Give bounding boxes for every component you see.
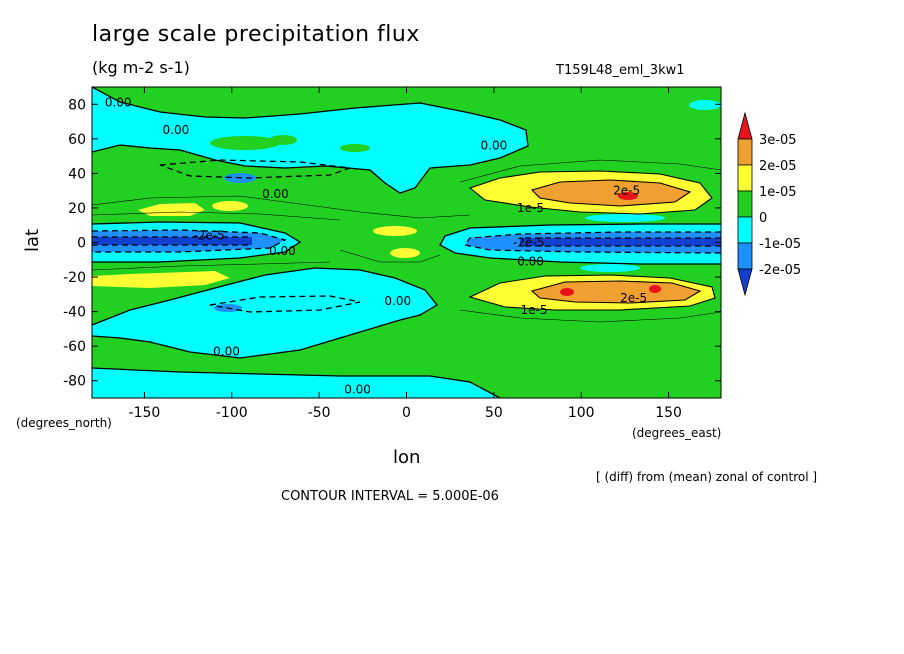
contour-label: 0.00 xyxy=(269,244,296,258)
contour-label: 2e-5 xyxy=(620,291,647,305)
contour-label: 0.00 xyxy=(105,96,132,110)
y-tick-label: -40 xyxy=(63,305,86,321)
yellow-patch-west-3 xyxy=(92,271,230,288)
colorbar: 3e-05 2e-05 1e-05 0 -1e-05 -2e-05 xyxy=(737,111,801,297)
contour-label: -2e-5 xyxy=(193,229,224,243)
orange-north-max xyxy=(532,180,690,206)
green-island-2 xyxy=(269,135,297,145)
cyan-patch-sx xyxy=(580,264,640,272)
contour-label: -2e-5 xyxy=(513,236,544,250)
red-north-core xyxy=(618,192,638,200)
x-tick-label: 50 xyxy=(485,405,503,421)
colorbar-bin xyxy=(737,164,753,192)
x-tick-label: 100 xyxy=(568,405,595,421)
thin-contours xyxy=(92,159,721,323)
contour-label: 0.00 xyxy=(163,123,190,137)
colorbar-bin xyxy=(737,138,753,166)
y-axis-label: lat xyxy=(22,228,43,252)
chart-units: (kg m-2 s-1) xyxy=(92,58,190,77)
chart-title: large scale precipitation flux xyxy=(92,22,420,47)
contour-label: 1e-5 xyxy=(517,201,544,215)
colorbar-label: 0 xyxy=(759,211,767,226)
x-tick-label: -150 xyxy=(129,405,161,421)
contour-labels: 0.00 0.00 0.00 0.00 0.00 0.00 0.00 0.00 0.00 2e-5… xyxy=(105,96,647,397)
y-tick-label: 40 xyxy=(68,166,86,182)
y-tick-label: 60 xyxy=(68,132,86,148)
y-tick-label: 80 xyxy=(68,97,86,113)
yellow-patch-west-2 xyxy=(212,201,248,211)
y-tick-label: -60 xyxy=(63,339,86,355)
x-tick-label: 0 xyxy=(402,405,411,421)
y-tick-label: -80 xyxy=(63,374,86,390)
difference-note: [ (diff) from (mean) zonal of control ] xyxy=(596,470,818,484)
green-island-3 xyxy=(340,144,370,152)
zero-contours xyxy=(92,87,721,398)
contour-label: 0.00 xyxy=(481,139,508,153)
colorbar-bin xyxy=(737,111,753,140)
y-tick-label: 20 xyxy=(68,201,86,217)
red-south-core-1 xyxy=(560,288,574,296)
yellow-patch-central-2 xyxy=(390,248,420,258)
colorbar-bin xyxy=(737,190,753,218)
x-axis-unit: (degrees_east) xyxy=(632,426,722,440)
contour-label: 2e-5 xyxy=(613,184,640,198)
cyan-region-north xyxy=(92,87,528,193)
colorbar-label: 2e-05 xyxy=(759,159,797,174)
green-island-1 xyxy=(210,136,280,150)
x-axis-label: lon xyxy=(393,447,421,468)
axes: -150 -100 -50 0 50 100 150 80 60 40 20 0 -20 -40 -60 -8… xyxy=(63,87,721,421)
contour-label: 1e-5 xyxy=(521,303,548,317)
darkblue-core-east xyxy=(520,238,721,246)
colorbar-label: -2e-05 xyxy=(759,263,801,278)
x-tick-label: 150 xyxy=(655,405,682,421)
cyan-region-south xyxy=(92,268,437,358)
colorbar-label: -1e-05 xyxy=(759,237,801,252)
x-tick-label: -100 xyxy=(216,405,248,421)
y-tick-label: 0 xyxy=(77,236,86,252)
negative-contours xyxy=(92,159,721,313)
x-tick-label: -50 xyxy=(308,405,331,421)
contour-label: 0.00 xyxy=(213,344,240,358)
yellow-patch-central-1 xyxy=(373,226,417,236)
contour-label: 0.00 xyxy=(344,382,371,396)
cyan-patch-nx xyxy=(585,214,665,222)
contour-label: 0.00 xyxy=(384,294,411,308)
run-label: T159L48_eml_3kw1 xyxy=(556,63,685,78)
cyan-patch-far-north xyxy=(689,100,721,110)
colorbar-label: 3e-05 xyxy=(759,133,797,148)
plot-area xyxy=(92,87,721,398)
colorbar-bin xyxy=(737,216,753,244)
contour-label: 0.00 xyxy=(262,187,289,201)
cyan-region-southern-ocean xyxy=(92,368,500,398)
colorbar-label: 1e-05 xyxy=(759,185,797,200)
colorbar-bin xyxy=(737,268,753,297)
y-axis-unit: (degrees_north) xyxy=(16,416,112,430)
red-south-core-2 xyxy=(649,285,661,293)
colorbar-bin xyxy=(737,242,753,270)
y-tick-label: -20 xyxy=(63,270,86,286)
positive-contours xyxy=(468,170,716,311)
contour-label: 0.00 xyxy=(517,255,544,269)
darkblue-core-west xyxy=(92,237,252,245)
contour-interval: CONTOUR INTERVAL = 5.000E-06 xyxy=(281,489,499,504)
